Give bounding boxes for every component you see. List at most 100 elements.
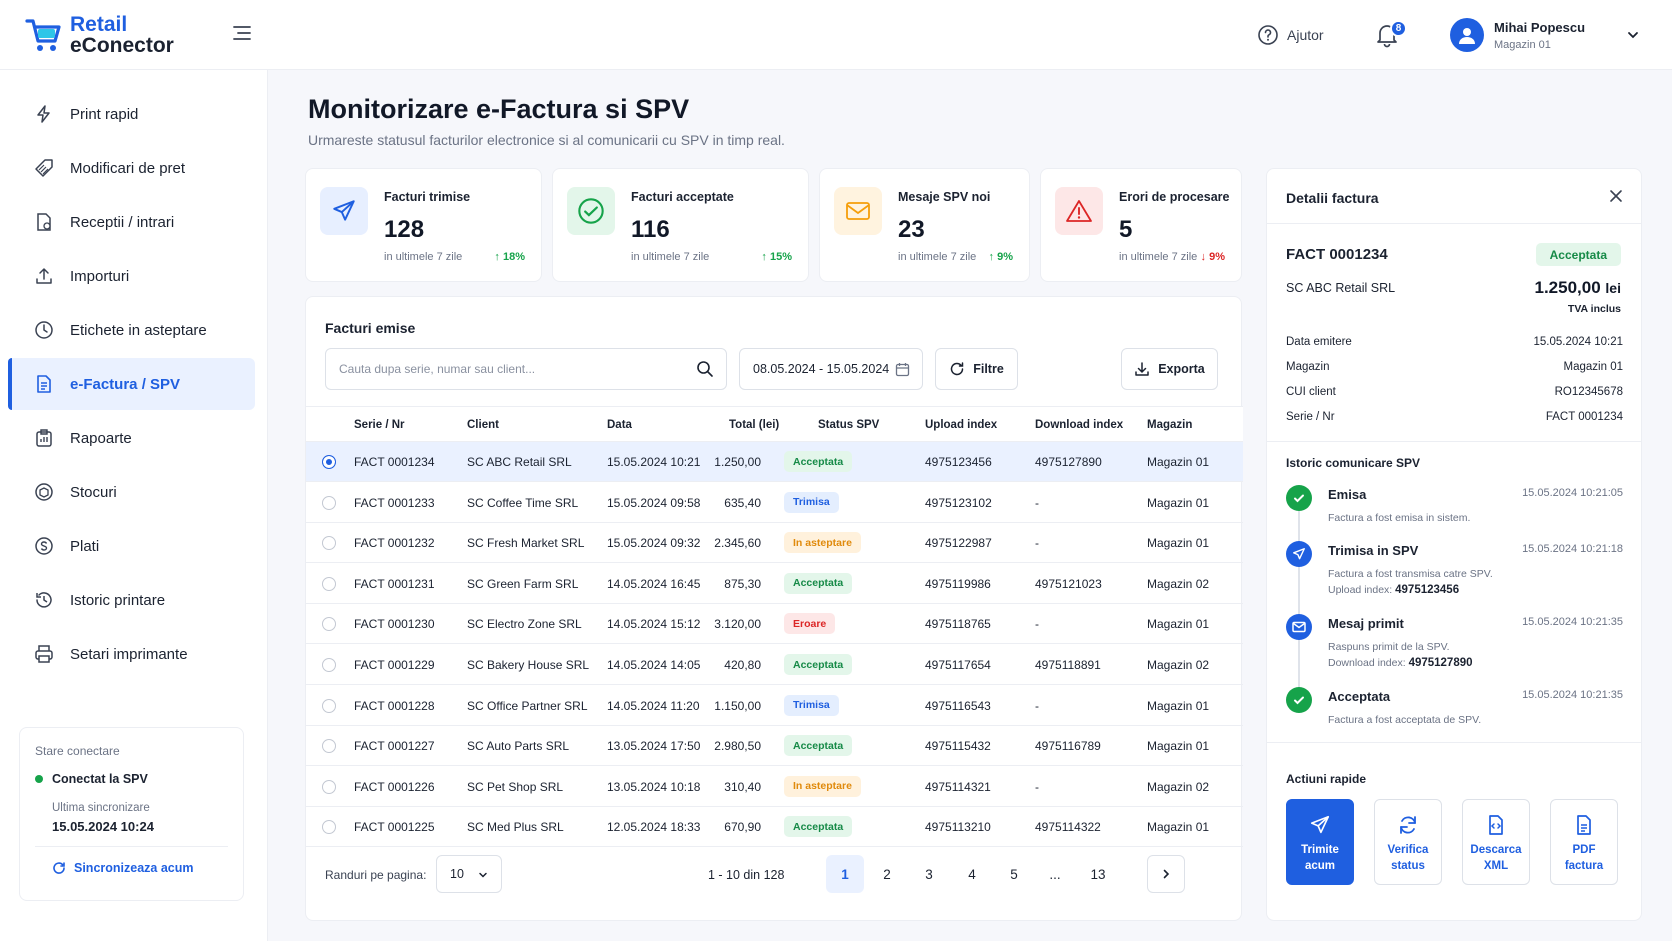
row-select-radio[interactable] [322, 779, 336, 794]
export-button[interactable]: Exporta [1121, 348, 1218, 390]
rows-per-page-select[interactable]: 10 [436, 855, 502, 893]
sidebar-item-stocks[interactable]: Stocuri [8, 466, 255, 518]
row-select-radio[interactable] [322, 658, 336, 672]
action-label: PDF factura [1564, 844, 1604, 872]
sidebar-item-imports[interactable]: Importuri [8, 250, 255, 302]
search-icon[interactable] [696, 360, 714, 378]
detail-amount-value: 1.250,00 [1534, 278, 1601, 297]
cell-date: 12.05.2024 18:33 [607, 820, 701, 835]
row-select-radio[interactable] [322, 617, 336, 632]
cell-total: 670,90 [724, 820, 761, 835]
timeline-desc: Factura a fost acceptata de SPV. [1328, 714, 1482, 726]
page-button[interactable]: 5 [1010, 866, 1018, 882]
logo[interactable]: Retail eConector [24, 14, 174, 56]
table-row[interactable]: FACT 0001234 SC ABC Retail SRL 15.05.2024 … [306, 442, 1243, 482]
column-header[interactable]: Status SPV [818, 419, 880, 431]
cell-download: - [1035, 698, 1039, 713]
sidebar-item-pending-labels[interactable]: Etichete in asteptare [8, 304, 255, 356]
notification-count-badge: 8 [1390, 20, 1407, 37]
sidebar-item-printer-settings[interactable]: Setari imprimante [8, 628, 255, 680]
page-button[interactable]: 4 [968, 866, 976, 882]
column-header[interactable]: Upload index [925, 419, 998, 431]
table-row[interactable]: FACT 0001228 SC Office Partner SRL 14.05.2… [306, 686, 1243, 726]
page-button[interactable]: 1 [826, 855, 864, 893]
invoices-title: Facturi emise [325, 320, 416, 336]
user-store: Magazin 01 [1494, 38, 1551, 51]
chevron-down-icon[interactable] [1626, 28, 1640, 42]
column-header[interactable]: Download index [1035, 419, 1124, 431]
pdf-invoice-button[interactable]: PDF factura [1550, 799, 1618, 885]
row-select-radio[interactable] [322, 495, 336, 510]
coin-icon [32, 534, 56, 558]
table-row[interactable]: FACT 0001230 SC Electro Zone SRL 14.05.202… [306, 604, 1243, 645]
row-select-radio[interactable] [322, 536, 336, 551]
column-header[interactable]: Magazin [1147, 419, 1193, 431]
status-badge: Acceptata [784, 654, 853, 675]
date-range-picker[interactable]: 08.05.2024 - 15.05.2024 [739, 348, 923, 390]
sidebar-item-print-history[interactable]: Istoric printare [8, 574, 255, 626]
invoice-details-panel: Detalii factura FACT 0001234 Acceptata S… [1266, 168, 1642, 921]
column-header[interactable]: Total (lei) [729, 419, 780, 431]
cart-logo-icon [25, 19, 61, 51]
cell-upload: 4975113210 [925, 820, 991, 835]
sidebar-item-price-changes[interactable]: Modificari de pret [8, 142, 255, 194]
status-badge: Acceptata [1535, 243, 1621, 266]
cell-download: 4975118891 [1035, 658, 1101, 672]
check-status-button[interactable]: Verifica status [1374, 799, 1442, 885]
row-select-radio[interactable] [322, 455, 336, 469]
detail-field-value: Magazin 01 [1563, 361, 1623, 373]
table-row[interactable]: FACT 0001229 SC Bakery House SRL 14.05.202… [306, 645, 1243, 685]
cell-upload: 4975123456 [925, 455, 992, 469]
sidebar-item-print-rapid[interactable]: Print rapid [8, 88, 255, 140]
clock-icon [32, 318, 56, 342]
cell-nr: FACT 0001226 [354, 779, 435, 794]
next-page-button[interactable] [1147, 855, 1185, 893]
cell-client: SC Bakery House SRL [467, 658, 590, 672]
status-badge: Acceptata [784, 451, 853, 472]
help-label: Ajutor [1287, 27, 1324, 43]
send-now-button[interactable]: Trimite acum [1286, 799, 1354, 885]
row-select-radio[interactable] [322, 820, 336, 835]
column-header[interactable]: Serie / Nr [354, 419, 405, 431]
detail-amount: 1.250,00 lei [1535, 278, 1622, 298]
detail-invoice-number: FACT 0001234 [1286, 246, 1388, 263]
row-select-radio[interactable] [322, 698, 336, 713]
user-menu[interactable]: Mihai Popescu Magazin 01 [1450, 18, 1638, 52]
page-button[interactable]: 13 [1090, 866, 1106, 882]
download-xml-button[interactable]: Descarca XML [1462, 799, 1530, 885]
help-icon [1258, 25, 1278, 45]
cell-total: 875,30 [724, 576, 761, 591]
stat-period: in ultimele 7 zile [384, 251, 463, 263]
cell-date: 13.05.2024 10:18 [607, 779, 701, 794]
menu-toggle-icon[interactable] [232, 24, 252, 42]
close-icon[interactable] [1608, 188, 1624, 204]
filters-button[interactable]: Filtre [935, 348, 1018, 390]
column-header[interactable]: Data [607, 419, 632, 431]
row-select-radio[interactable] [322, 576, 336, 591]
table-row[interactable]: FACT 0001225 SC Med Plus SRL 12.05.2024 18… [306, 807, 1243, 848]
cell-download: 4975114322 [1035, 820, 1101, 835]
sidebar-item-efactura-spv[interactable]: e-Factura / SPV [8, 358, 255, 410]
column-header[interactable]: Client [467, 419, 499, 431]
table-row[interactable]: FACT 0001233 SC Coffee Time SRL 15.05.2024… [306, 483, 1243, 523]
sidebar-item-reports[interactable]: Rapoarte [8, 412, 255, 464]
table-row[interactable]: FACT 0001227 SC Auto Parts SRL 13.05.2024 … [306, 726, 1243, 767]
table-row[interactable]: FACT 0001232 SC Fresh Market SRL 15.05.202… [306, 523, 1243, 564]
page-button[interactable]: 2 [883, 866, 891, 882]
sync-now-button[interactable]: Sincronizeaza acum [52, 861, 228, 875]
stat-period: in ultimele 7 zile [631, 251, 710, 263]
page-button[interactable]: 3 [925, 866, 933, 882]
row-select-radio[interactable] [322, 739, 336, 754]
table-row[interactable]: FACT 0001226 SC Pet Shop SRL 13.05.2024 10… [306, 767, 1243, 807]
search-input[interactable]: Cauta dupa serie, numar sau client... [325, 348, 727, 390]
refresh-icon [1400, 816, 1416, 834]
date-range-value: 08.05.2024 - 15.05.2024 [753, 362, 890, 376]
stat-card-messages: Mesaje SPV noi 23 in ultimele 7 zile ↑ 9… [819, 168, 1030, 282]
help-button[interactable]: Ajutor [1257, 24, 1324, 46]
table-row[interactable]: FACT 0001231 SC Green Farm SRL 14.05.2024 … [306, 564, 1243, 604]
sidebar-item-payments[interactable]: Plati [8, 520, 255, 572]
sidebar-item-receptions[interactable]: Receptii / intrari [8, 196, 255, 248]
cell-total: 1.250,00 [714, 455, 761, 469]
notifications-button[interactable]: 8 [1375, 20, 1407, 48]
stat-title: Erori de procesare [1119, 190, 1230, 204]
